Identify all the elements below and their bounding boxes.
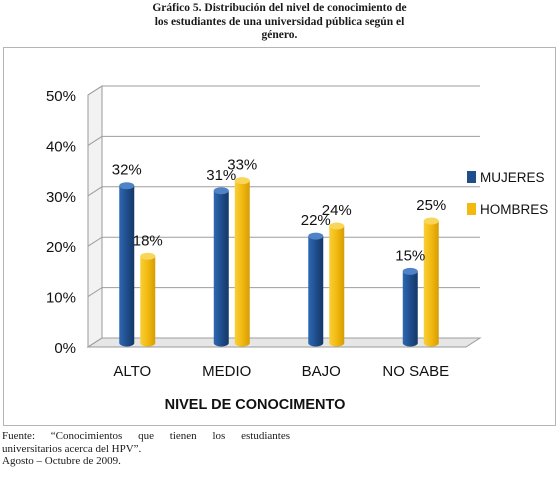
- y-tick-label: 50%: [46, 88, 76, 105]
- data-label: 18%: [133, 232, 163, 249]
- x-axis-title: NIVEL DE CONOCIMENTO: [165, 397, 346, 413]
- data-label: 25%: [416, 197, 446, 214]
- caption-line-3: género.: [261, 29, 298, 41]
- x-tick-label: BAJO: [302, 363, 341, 380]
- gridline: [87, 287, 480, 298]
- y-tick-label: 30%: [46, 189, 76, 206]
- legend-label-mujeres: MUJERES: [480, 170, 545, 185]
- chart-caption: Gráfico 5. Distribución del nivel de con…: [0, 2, 559, 43]
- bar-hombres-alto: [140, 252, 156, 347]
- bar-mujeres-alto: [119, 182, 135, 347]
- y-tick-label: 20%: [46, 239, 76, 256]
- gridline: [87, 236, 480, 247]
- bar-hombres-medio: [234, 177, 250, 347]
- y-tick-label: 40%: [46, 138, 76, 155]
- source-note: Fuente: “Conocimientos que tienen los es…: [2, 430, 290, 468]
- chart-frame: 0% 10% 20% 30% 40% 50% 32% 18% 31% 33% 22% 24% 15% 2…: [3, 47, 556, 426]
- legend-swatch-hombres: [467, 203, 476, 215]
- data-label: 22%: [301, 212, 331, 229]
- gridline: [87, 337, 480, 348]
- bar-mujeres-no-sabe: [402, 267, 418, 347]
- x-tick-label: MEDIO: [202, 363, 251, 380]
- bar-hombres-no-sabe: [423, 217, 439, 347]
- caption-line-2: los estudiantes de una universidad públi…: [154, 15, 405, 28]
- y-tick-label: 10%: [46, 290, 76, 307]
- data-label: 32%: [112, 162, 142, 179]
- gridline: [87, 186, 480, 197]
- data-label: 31%: [206, 167, 236, 184]
- source-line-2: universitarios acerca del HPV”.: [2, 442, 142, 455]
- gridline: [87, 135, 480, 146]
- side-wall: [87, 85, 103, 348]
- bar-hombres-bajo: [329, 222, 345, 347]
- bar-chart: 0% 10% 20% 30% 40% 50% 32% 18% 31%33% 22%24% 15% 2…: [46, 85, 548, 413]
- data-label: 15%: [395, 247, 425, 264]
- x-tick-label: ALTO: [113, 363, 151, 380]
- legend-label-hombres: HOMBRES: [480, 202, 548, 217]
- y-tick-label: 0%: [54, 340, 76, 357]
- bar-mujeres-medio: [213, 187, 229, 347]
- data-label: 33%: [227, 157, 257, 174]
- gridline: [87, 85, 480, 96]
- source-line-3: Agosto – Octubre de 2009.: [2, 455, 121, 467]
- source-line-1: Fuente: “Conocimientos que tienen los es…: [2, 430, 290, 442]
- bar-mujeres-bajo: [308, 232, 324, 347]
- x-tick-label: NO SABE: [382, 363, 449, 380]
- data-label: 24%: [322, 202, 352, 219]
- legend-swatch-mujeres: [467, 171, 476, 183]
- caption-line-1: Gráfico 5. Distribución del nivel de con…: [152, 2, 407, 14]
